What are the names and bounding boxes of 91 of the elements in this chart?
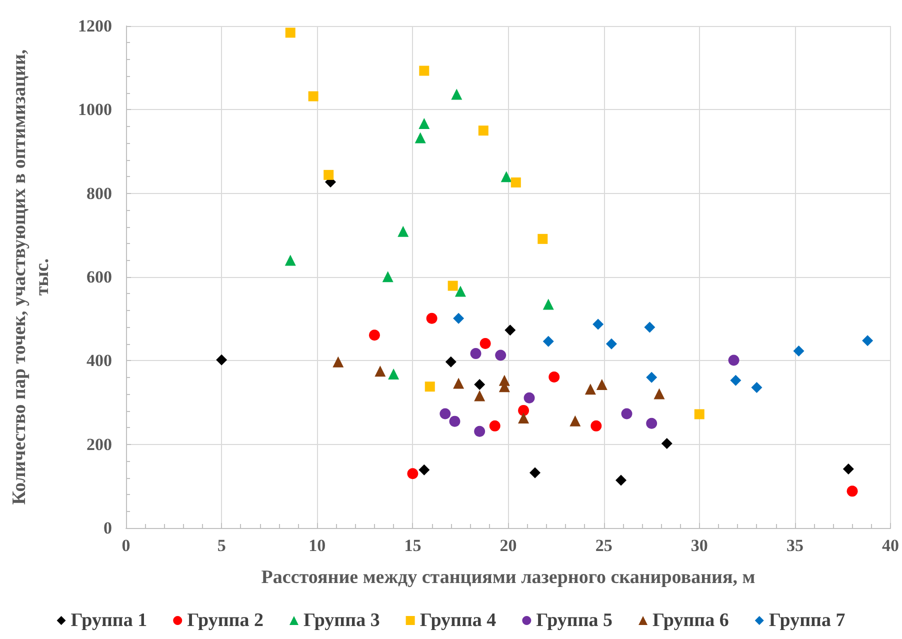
point (530, 467, 541, 478)
y-tick-label: 1200 (78, 16, 112, 36)
point (606, 338, 617, 350)
point (414, 132, 426, 144)
point (616, 474, 627, 486)
point (542, 336, 554, 347)
legend-label: Группа 2 (187, 610, 264, 631)
point (478, 126, 488, 136)
x-tick-label: 35 (786, 536, 804, 555)
legend-label: Группа 1 (70, 610, 148, 631)
point (504, 324, 516, 336)
y-tick-label: 600 (86, 268, 112, 286)
point (368, 330, 380, 341)
point (570, 415, 581, 426)
point (470, 348, 482, 360)
point (426, 312, 438, 324)
point (644, 322, 656, 333)
point (500, 171, 512, 182)
x-tick-label: 15 (404, 536, 422, 555)
point (654, 388, 665, 400)
point (440, 408, 451, 420)
x-tick-label: 0 (122, 536, 130, 555)
point (489, 420, 500, 432)
point (407, 468, 418, 480)
point (388, 368, 400, 380)
point (584, 384, 596, 395)
point (398, 226, 409, 237)
point (524, 392, 535, 404)
point (596, 379, 608, 390)
point (216, 354, 228, 366)
point (382, 271, 394, 282)
point (862, 335, 874, 346)
x-tick-label: 40 (882, 536, 899, 555)
point (454, 286, 466, 297)
point (646, 418, 658, 429)
point (424, 382, 435, 392)
point (842, 464, 854, 475)
point (474, 426, 486, 437)
point (451, 88, 462, 100)
point (308, 91, 318, 102)
point (846, 486, 858, 497)
point (324, 170, 334, 180)
point (418, 118, 430, 129)
x-tick-label: 25 (595, 536, 612, 555)
legend-label: Группа 3 (303, 610, 380, 631)
point (449, 416, 460, 427)
legend-label: Группа 5 (536, 610, 613, 631)
point (418, 464, 430, 476)
point (694, 409, 704, 420)
y-tick-label: 1000 (78, 100, 112, 120)
point (285, 28, 296, 38)
point (542, 298, 554, 310)
point (284, 254, 296, 266)
point (510, 177, 521, 188)
legend-label: Группа 6 (652, 610, 729, 631)
x-tick-label: 5 (217, 536, 226, 555)
point (453, 312, 464, 324)
point (332, 356, 344, 368)
point (518, 412, 530, 424)
legend-label: Группа 4 (420, 610, 497, 631)
point (474, 390, 486, 402)
point (793, 346, 804, 357)
x-tick-label: 10 (308, 536, 326, 555)
point (480, 338, 491, 350)
point (751, 382, 762, 393)
y-tick-label: 800 (86, 184, 112, 203)
y-tick-label: 400 (86, 351, 112, 370)
y-axis-title: Количество пар точек, участвующих в оптимизации, тыс. (9, 49, 53, 505)
point (538, 234, 548, 244)
y-tick-label: 200 (86, 434, 112, 454)
point (495, 350, 506, 361)
x-axis-title: Расстояние между станциями лазерного сканирования, м (261, 567, 756, 588)
point (374, 366, 386, 377)
point (730, 374, 742, 386)
point (590, 420, 602, 432)
y-tick-label: 0 (104, 518, 112, 538)
point (453, 378, 464, 389)
point (448, 280, 458, 291)
legend-label: Группа 7 (768, 610, 846, 631)
point (621, 408, 632, 420)
point (548, 371, 560, 382)
point (592, 318, 604, 330)
point (419, 66, 430, 76)
point (661, 438, 672, 449)
point (474, 379, 486, 390)
point (646, 372, 658, 383)
point (518, 404, 530, 416)
x-tick-label: 20 (500, 536, 517, 555)
x-tick-label: 30 (690, 536, 708, 555)
point (728, 354, 740, 366)
point (445, 356, 456, 368)
